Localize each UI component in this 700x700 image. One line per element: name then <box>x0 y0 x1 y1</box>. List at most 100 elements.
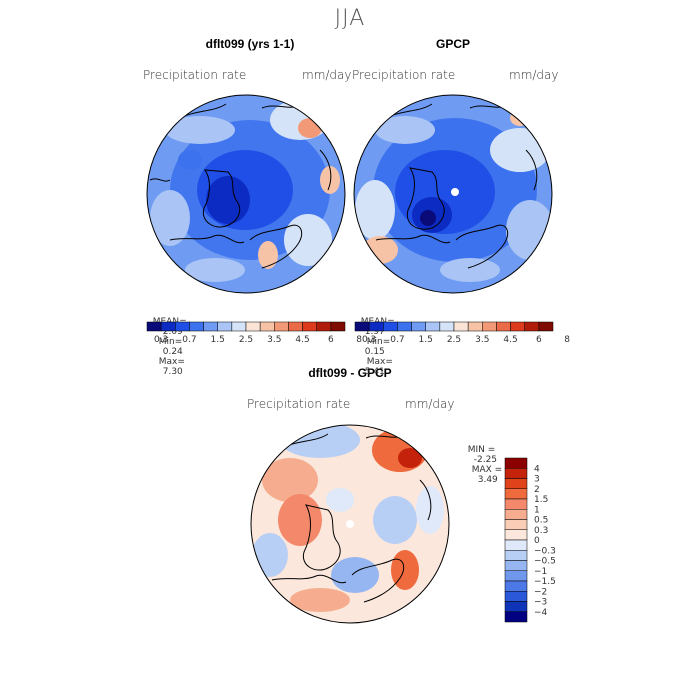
panel3-colorbar-swatch <box>504 539 528 551</box>
panel1-colorbar-swatch <box>288 321 303 332</box>
panel2-colorbar-tick: 1.5 <box>419 335 433 345</box>
panel2-colorbar-tick: 0.7 <box>390 335 404 345</box>
panel1-colorbar-tick: 0.7 <box>182 335 196 345</box>
panel2-units: mm/day <box>509 68 559 82</box>
panel3-title: dflt099 - GPCP <box>308 366 392 380</box>
panel3-colorbar-tick: 1.5 <box>534 495 548 505</box>
panel2-colorbar-swatch <box>439 321 455 332</box>
panel2-map <box>354 95 552 293</box>
panel1-colorbar-swatch <box>316 321 332 332</box>
panel3-colorbar-tick: −4 <box>534 608 548 618</box>
panel3-colorbar-tick: 2 <box>534 485 540 495</box>
panel2-colorbar-swatch <box>425 321 441 332</box>
panel2-colorbar-tick: 3.5 <box>475 335 489 345</box>
panel3-colorbar-tick: −0.5 <box>534 557 556 567</box>
panel2-colorbar-tick: 6 <box>536 335 542 345</box>
panel1-colorbar-swatch <box>189 321 204 332</box>
panel3-colorbar-swatch <box>504 591 528 602</box>
panel3-colorbar-tick: −0.3 <box>534 546 556 556</box>
panel1-title: dflt099 (yrs 1-1) <box>205 37 295 51</box>
panel1-colorbar-swatch <box>259 321 275 332</box>
panel2-colorbar-tick: 4.5 <box>503 335 517 345</box>
panel2-colorbar-swatch <box>482 321 497 332</box>
panel3-colorbar-tick: −1.5 <box>534 577 556 587</box>
panel3-colorbar-tick: 0 <box>534 536 540 546</box>
panel2-mean-value: 1.97 <box>364 327 385 337</box>
panel1-map <box>147 95 345 293</box>
panel2-colorbar-swatch <box>510 321 525 332</box>
panel1-max-value: 7.30 <box>162 367 183 377</box>
panel3-max-label: MAX = <box>471 465 503 475</box>
panel2-max-value: 5.41 <box>364 367 385 377</box>
panel1-colorbar-swatch <box>203 321 218 332</box>
panel3-colorbar-swatch <box>504 560 528 571</box>
panel1-colorbar-swatch <box>274 321 289 332</box>
panel2-colorbar-swatch <box>467 321 483 332</box>
panel1-colorbar-tick: 2.5 <box>239 335 253 345</box>
panel2-map-border <box>353 94 553 294</box>
panel1-colorbar-swatch <box>160 321 176 332</box>
panel1-map-border <box>146 94 346 294</box>
panel1-field-label: Precipitation rate <box>143 68 247 82</box>
panel3-colorbar-tick: 1 <box>534 505 540 515</box>
panel1-colorbar-tick: 0.3 <box>154 335 168 345</box>
panel3-units: mm/day <box>405 397 455 411</box>
panel1-colorbar-swatch <box>245 321 261 332</box>
panel3-colorbar-tick: 0.3 <box>534 526 548 536</box>
panel1-colorbar-swatch <box>217 321 233 332</box>
panel1-colorbar-swatch <box>146 321 162 332</box>
panel2-colorbar-swatch <box>354 321 370 332</box>
panel3-colorbar-swatch <box>504 509 528 520</box>
panel1-colorbar-tick: 3.5 <box>267 335 281 345</box>
panel3-colorbar-swatch <box>504 478 528 489</box>
panel3-colorbar-swatch <box>504 529 528 541</box>
panel3-map-border <box>250 424 450 624</box>
panel2-field-label: Precipitation rate <box>352 68 456 82</box>
panel3-colorbar-tick: 3 <box>534 475 540 485</box>
panel2-colorbar-swatch <box>397 321 412 332</box>
panel3-colorbar-tick: 4 <box>534 464 540 474</box>
panel2-colorbar-tick: 0.3 <box>362 335 376 345</box>
panel1-colorbar-swatch <box>231 321 247 332</box>
panel2-colorbar-tick: 8 <box>564 335 570 345</box>
panel1-min-label: Min= <box>158 337 183 347</box>
panel3-colorbar-swatch <box>504 570 528 582</box>
panel3-colorbar-swatch <box>504 519 528 530</box>
panel3-min-value: -2.25 <box>473 455 498 465</box>
panel3-map <box>251 425 449 623</box>
panel1-units: mm/day <box>302 68 352 82</box>
panel1-colorbar-tick: 1.5 <box>211 335 225 345</box>
panel1-min-value: 0.24 <box>162 347 183 357</box>
panel3-colorbar-swatch <box>504 611 528 623</box>
panel2-colorbar-swatch <box>538 321 554 332</box>
panel1-colorbar-tick: 8 <box>356 335 362 345</box>
panel2-min-label: Min= <box>366 337 391 347</box>
season-title: JJA <box>334 6 366 31</box>
panel3-min-label: MIN = <box>467 445 496 455</box>
panel3-field-label: Precipitation rate <box>247 397 351 411</box>
panel3-colorbar-tick: −2 <box>534 587 547 597</box>
panel3-colorbar-tick: 0.5 <box>534 516 548 526</box>
panel1-colorbar-swatch <box>330 321 346 332</box>
panel2-min-value: 0.15 <box>364 347 385 357</box>
panel1-colorbar-swatch <box>175 321 190 332</box>
panel2-colorbar-swatch <box>368 321 384 332</box>
panel2-colorbar-swatch <box>524 321 540 332</box>
panel1-mean-value: 2.09 <box>162 327 183 337</box>
panel1-colorbar-swatch <box>302 321 317 332</box>
panel2-title: GPCP <box>435 37 470 51</box>
panel3-colorbar-tick: −3 <box>534 598 547 608</box>
panel2-colorbar-swatch <box>383 321 398 332</box>
panel2-colorbar-swatch <box>453 321 469 332</box>
panel3-colorbar-swatch <box>504 580 528 592</box>
panel1-max-label: Max= <box>158 357 185 367</box>
panel3-max-value: 3.49 <box>477 475 498 485</box>
panel3-colorbar-swatch <box>504 488 528 500</box>
panel2-colorbar-tick: 2.5 <box>447 335 461 345</box>
panel2-colorbar-swatch <box>411 321 426 332</box>
panel3-colorbar-swatch <box>504 498 528 510</box>
panel3-colorbar-swatch <box>504 550 528 561</box>
panel2-colorbar-swatch <box>496 321 511 332</box>
panel3-colorbar-swatch <box>504 457 528 469</box>
